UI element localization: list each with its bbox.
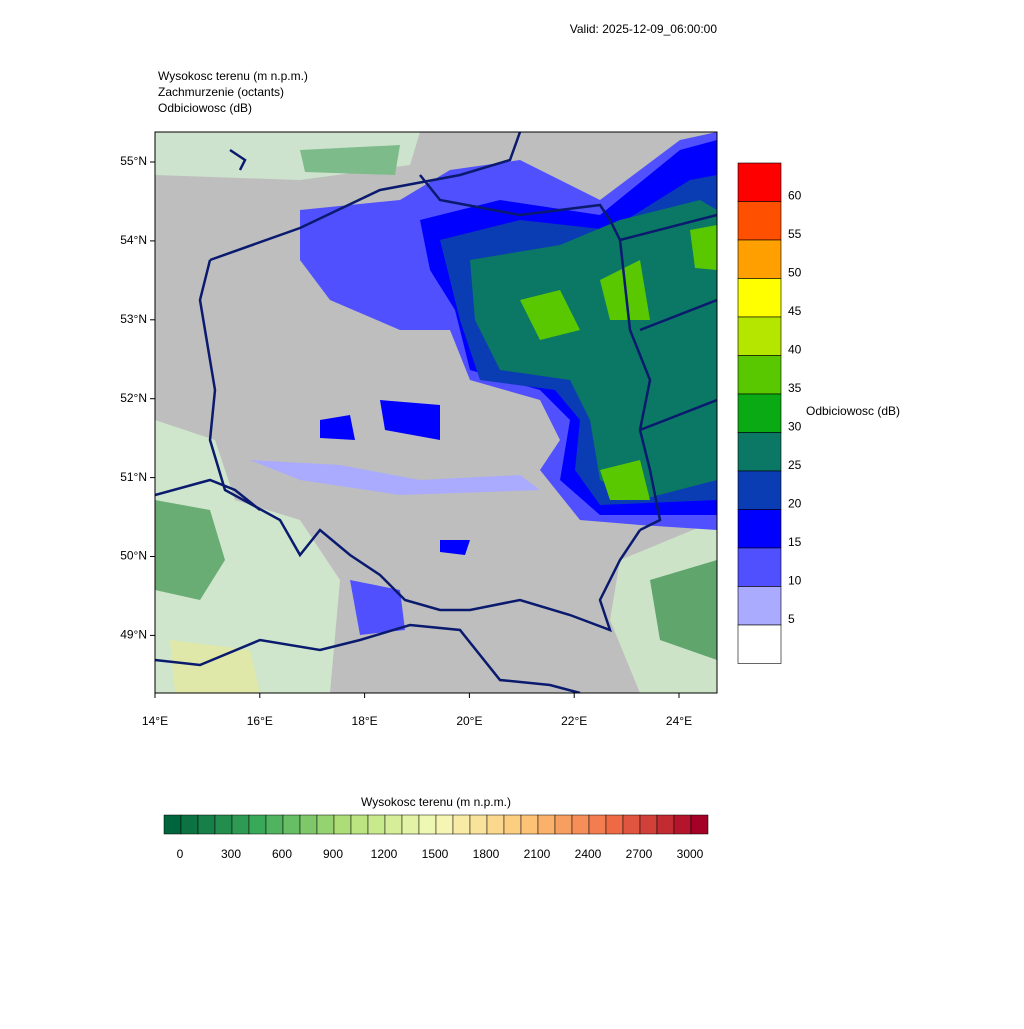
colorbar-label: 10	[788, 574, 802, 588]
color-box	[197, 814, 216, 835]
color-box	[333, 814, 352, 835]
color-box	[588, 814, 607, 835]
color-box	[554, 814, 573, 835]
colorbar-title: Odbiciowosc (dB)	[806, 404, 900, 418]
title-line: Wysokosc terenu (m n.p.m.)	[158, 69, 308, 83]
colorbar-label: 15	[788, 535, 802, 549]
color-box	[418, 814, 437, 835]
color-box	[163, 814, 182, 835]
color-box	[737, 432, 782, 472]
colorbar-label: 2700	[626, 847, 653, 861]
colorbar-label: 0	[177, 847, 184, 861]
lon-label: 22°E	[561, 714, 587, 728]
color-box	[656, 814, 675, 835]
color-box	[571, 814, 590, 835]
colorbar-label: 3000	[677, 847, 704, 861]
colorbar-label: 30	[788, 420, 802, 434]
lat-label: 55°N	[120, 154, 147, 168]
color-box	[214, 814, 233, 835]
map-frame	[154, 131, 718, 694]
valid-time: Valid: 2025-12-09_06:00:00	[570, 22, 718, 36]
colorbar-label: 900	[323, 847, 343, 861]
color-box	[469, 814, 488, 835]
color-box	[401, 814, 420, 835]
color-box	[737, 470, 782, 510]
colorbar-title: Wysokosc terenu (m n.p.m.)	[361, 795, 511, 809]
color-box	[248, 814, 267, 835]
color-box	[639, 814, 658, 835]
colorbar-label: 2100	[524, 847, 551, 861]
lat-label: 54°N	[120, 233, 147, 247]
colorbar-label: 25	[788, 458, 802, 472]
lon-label: 20°E	[456, 714, 482, 728]
colorbar-label: 40	[788, 343, 802, 357]
colorbar-label: 5	[788, 612, 795, 626]
lat-label: 53°N	[120, 312, 147, 326]
color-box	[737, 586, 782, 626]
colorbar-label: 60	[788, 189, 802, 203]
color-box	[180, 814, 199, 835]
colorbar-label: 50	[788, 266, 802, 280]
color-box	[737, 624, 782, 664]
colorbar-label: 1800	[473, 847, 500, 861]
color-box	[673, 814, 692, 835]
color-box	[737, 278, 782, 318]
color-box	[384, 814, 403, 835]
color-box	[737, 239, 782, 279]
color-box	[299, 814, 318, 835]
colorbar-label: 20	[788, 497, 802, 511]
lon-label: 18°E	[352, 714, 378, 728]
color-box	[367, 814, 386, 835]
lat-label: 49°N	[120, 628, 147, 642]
color-box	[737, 162, 782, 202]
lon-label: 24°E	[666, 714, 692, 728]
color-box	[737, 547, 782, 587]
color-box	[486, 814, 505, 835]
colorbar-label: 1500	[422, 847, 449, 861]
color-box	[737, 316, 782, 356]
lon-label: 16°E	[247, 714, 273, 728]
color-box	[737, 393, 782, 433]
lat-label: 50°N	[120, 549, 147, 563]
title-line: Odbiciowosc (dB)	[158, 101, 252, 115]
colorbar-label: 35	[788, 381, 802, 395]
title-line: Zachmurzenie (octants)	[158, 85, 284, 99]
color-box	[605, 814, 624, 835]
lon-label: 14°E	[142, 714, 168, 728]
color-box	[350, 814, 369, 835]
colorbar-label: 55	[788, 227, 802, 241]
colorbar-label: 45	[788, 304, 802, 318]
colorbar-label: 1200	[371, 847, 398, 861]
color-box	[520, 814, 539, 835]
color-box	[737, 355, 782, 395]
color-box	[690, 814, 709, 835]
colorbar-label: 600	[272, 847, 292, 861]
color-box	[282, 814, 301, 835]
colorbar-label: 300	[221, 847, 241, 861]
color-box	[316, 814, 335, 835]
color-box	[452, 814, 471, 835]
color-box	[737, 509, 782, 549]
color-box	[265, 814, 284, 835]
color-box	[435, 814, 454, 835]
color-box	[231, 814, 250, 835]
color-box	[737, 201, 782, 241]
lat-label: 51°N	[120, 470, 147, 484]
color-box	[622, 814, 641, 835]
colorbar-label: 2400	[575, 847, 602, 861]
color-box	[503, 814, 522, 835]
lat-label: 52°N	[120, 391, 147, 405]
color-box	[537, 814, 556, 835]
map	[155, 132, 717, 693]
